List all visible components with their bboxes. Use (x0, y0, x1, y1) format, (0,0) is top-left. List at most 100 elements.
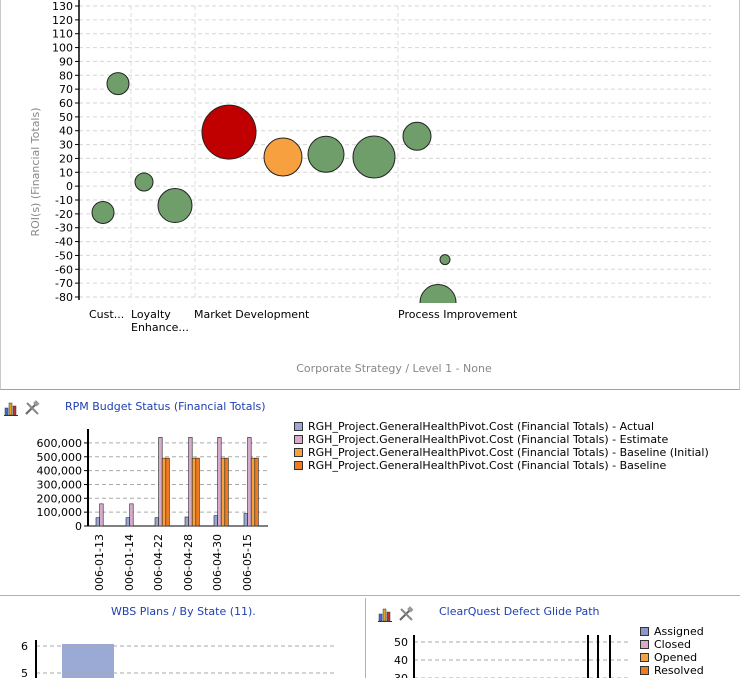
legend-item: Resolved (640, 664, 704, 677)
y-tick-label: 200,000 (37, 492, 83, 505)
glide-path-title[interactable]: ClearQuest Defect Glide Path (439, 605, 600, 618)
bubble-point (157, 188, 193, 224)
legend-label: RGH_Project.GeneralHealthPivot.Cost (Fin… (308, 420, 655, 433)
y-tick-label: 60 (59, 97, 73, 110)
bar (247, 437, 252, 527)
glide-path-chart: 50 40 30 (394, 635, 630, 678)
roi-bubble-chart: 1301201101009080706050403020100-10-20-30… (29, 0, 711, 375)
bubble-point (134, 172, 154, 192)
y-tick-label: -40 (55, 236, 73, 249)
budget-status-title[interactable]: RPM Budget Status (Financial Totals) (65, 400, 266, 413)
bubble-point (439, 254, 451, 266)
defect-glide-path-panel: ClearQuest Defect Glide Path 50 40 30 Assi… (368, 598, 740, 678)
y-tick-label: 30 (394, 672, 408, 678)
legend-item: RGH_Project.GeneralHealthPivot.Cost (Fin… (294, 420, 709, 433)
y-tick-label: 80 (59, 69, 73, 82)
x-category-label: Process Improvement (398, 308, 518, 321)
bar (95, 517, 100, 527)
y-tick-label: 120 (52, 14, 73, 27)
y-tick-label: 6 (21, 640, 28, 653)
roi-bubble-chart-panel: 130 120 110 100 90 80 70 60 50 40 30 20 10 0 -10 -20 -30… (0, 0, 740, 390)
bar (129, 503, 134, 527)
bar (217, 437, 222, 527)
y-tick-label: 70 (59, 83, 73, 96)
legend-swatch (294, 461, 303, 470)
x-category-label: Market Development (194, 308, 310, 321)
y-tick-label: 40 (394, 654, 408, 667)
legend-label: Resolved (654, 664, 704, 677)
bar (213, 515, 218, 527)
y-tick-label: 20 (59, 152, 73, 165)
y-tick-label: 50 (394, 636, 408, 649)
legend-item: RGH_Project.GeneralHealthPivot.Cost (Fin… (294, 459, 709, 472)
bar (191, 457, 197, 527)
legend-swatch (640, 666, 649, 675)
legend-label: Closed (654, 638, 691, 651)
bar (62, 644, 114, 678)
y-tick-label: 90 (59, 55, 73, 68)
legend-swatch (640, 653, 649, 662)
bubble-point (263, 137, 303, 177)
bar (161, 457, 167, 527)
bubble-point (201, 104, 257, 160)
wbs-plans-title[interactable]: WBS Plans / By State (11). (111, 605, 256, 618)
y-tick-label: -80 (55, 291, 73, 304)
x-tick-label: 2006-05-15 (241, 534, 254, 592)
bubble-point (402, 121, 432, 151)
y-tick-label: 100,000 (37, 506, 83, 519)
legend-label: RGH_Project.GeneralHealthPivot.Cost (Fin… (308, 433, 669, 446)
y-tick-label: -10 (55, 194, 73, 207)
budget-bar-chart: 0100,000200,000300,000400,000500,000600,… (37, 429, 268, 592)
y-tick-label: 130 (52, 0, 73, 13)
legend-label: Assigned (654, 625, 704, 638)
bar (125, 517, 130, 527)
x-tick-label: 2006-01-13 (93, 534, 106, 592)
y-tick-label: 30 (59, 139, 73, 152)
y-tick-label: 40 (59, 125, 73, 138)
bar-chart-icon[interactable] (378, 606, 394, 622)
bar (254, 457, 259, 527)
legend-item: Closed (640, 638, 704, 651)
x-tick-label: 2006-04-30 (211, 534, 224, 592)
legend-item: RGH_Project.GeneralHealthPivot.Cost (Fin… (294, 446, 709, 459)
bar (158, 437, 163, 527)
legend-item: Assigned (640, 625, 704, 638)
y-tick-label: 110 (52, 28, 73, 41)
tools-icon[interactable] (398, 606, 414, 622)
legend-swatch (294, 448, 303, 457)
y-tick-label: -70 (55, 277, 73, 290)
y-tick-label: 500,000 (37, 451, 83, 464)
legend-swatch (294, 435, 303, 444)
tools-icon[interactable] (24, 400, 40, 416)
y-tick-label: -20 (55, 208, 73, 221)
y-tick-label: -60 (55, 263, 73, 276)
y-tick-label: 300,000 (37, 478, 83, 491)
bar (99, 503, 104, 527)
bar (224, 457, 229, 527)
bar (184, 516, 189, 527)
bar (188, 437, 193, 527)
bar-chart-icon[interactable] (4, 400, 20, 416)
y-tick-label: -30 (55, 222, 73, 235)
x-axis-title: Corporate Strategy / Level 1 - None (296, 362, 492, 375)
y-tick-label: 0 (66, 180, 73, 193)
y-tick-label: 0 (75, 520, 82, 533)
legend-item: RGH_Project.GeneralHealthPivot.Cost (Fin… (294, 433, 709, 446)
legend-label: RGH_Project.GeneralHealthPivot.Cost (Fin… (308, 446, 709, 459)
bubble-point (106, 72, 130, 96)
bar (243, 513, 248, 527)
bar (154, 517, 159, 527)
y-axis-title: ROI(s) (Financial Totals) (29, 107, 42, 236)
bar (220, 457, 226, 527)
wbs-bar-chart: 65 (21, 640, 334, 678)
bubble-point (352, 135, 396, 179)
y-tick-label: 10 (59, 166, 73, 179)
bar (195, 457, 200, 527)
legend-label: Opened (654, 651, 698, 664)
x-category-label: Cust... (89, 308, 124, 321)
bubble-point (307, 135, 345, 173)
legend-label: RGH_Project.GeneralHealthPivot.Cost (Fin… (308, 459, 667, 472)
bubble-point (419, 284, 457, 303)
x-tick-label: 2006-04-28 (182, 534, 195, 592)
